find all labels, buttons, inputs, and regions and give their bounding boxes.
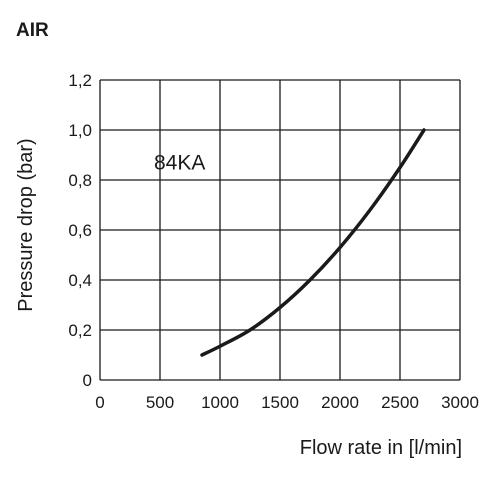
y-tick-label: 0 <box>83 371 92 390</box>
x-tick-label: 500 <box>146 393 174 412</box>
x-tick-label: 1000 <box>201 393 239 412</box>
x-axis-label: Flow rate in [l/min] <box>299 437 462 459</box>
y-tick-label: 1,2 <box>68 71 92 90</box>
y-tick-label: 0,8 <box>68 171 92 190</box>
x-tick-label: 3000 <box>441 393 479 412</box>
curve-annotation-label: 84KA <box>154 152 205 175</box>
series-line-84ka <box>200 128 426 357</box>
y-tick-label: 0,4 <box>68 271 92 290</box>
y-tick-label: 0,6 <box>68 221 92 240</box>
x-tick-label: 0 <box>95 393 104 412</box>
y-axis-label: Pressure drop (bar) <box>15 138 37 311</box>
x-tick-label: 2000 <box>321 393 359 412</box>
x-tick-label: 1500 <box>261 393 299 412</box>
chart-title: AIR <box>16 20 49 41</box>
x-tick-label: 2500 <box>381 393 419 412</box>
y-tick-label: 1,0 <box>68 121 92 140</box>
y-tick-label: 0,2 <box>68 321 92 340</box>
